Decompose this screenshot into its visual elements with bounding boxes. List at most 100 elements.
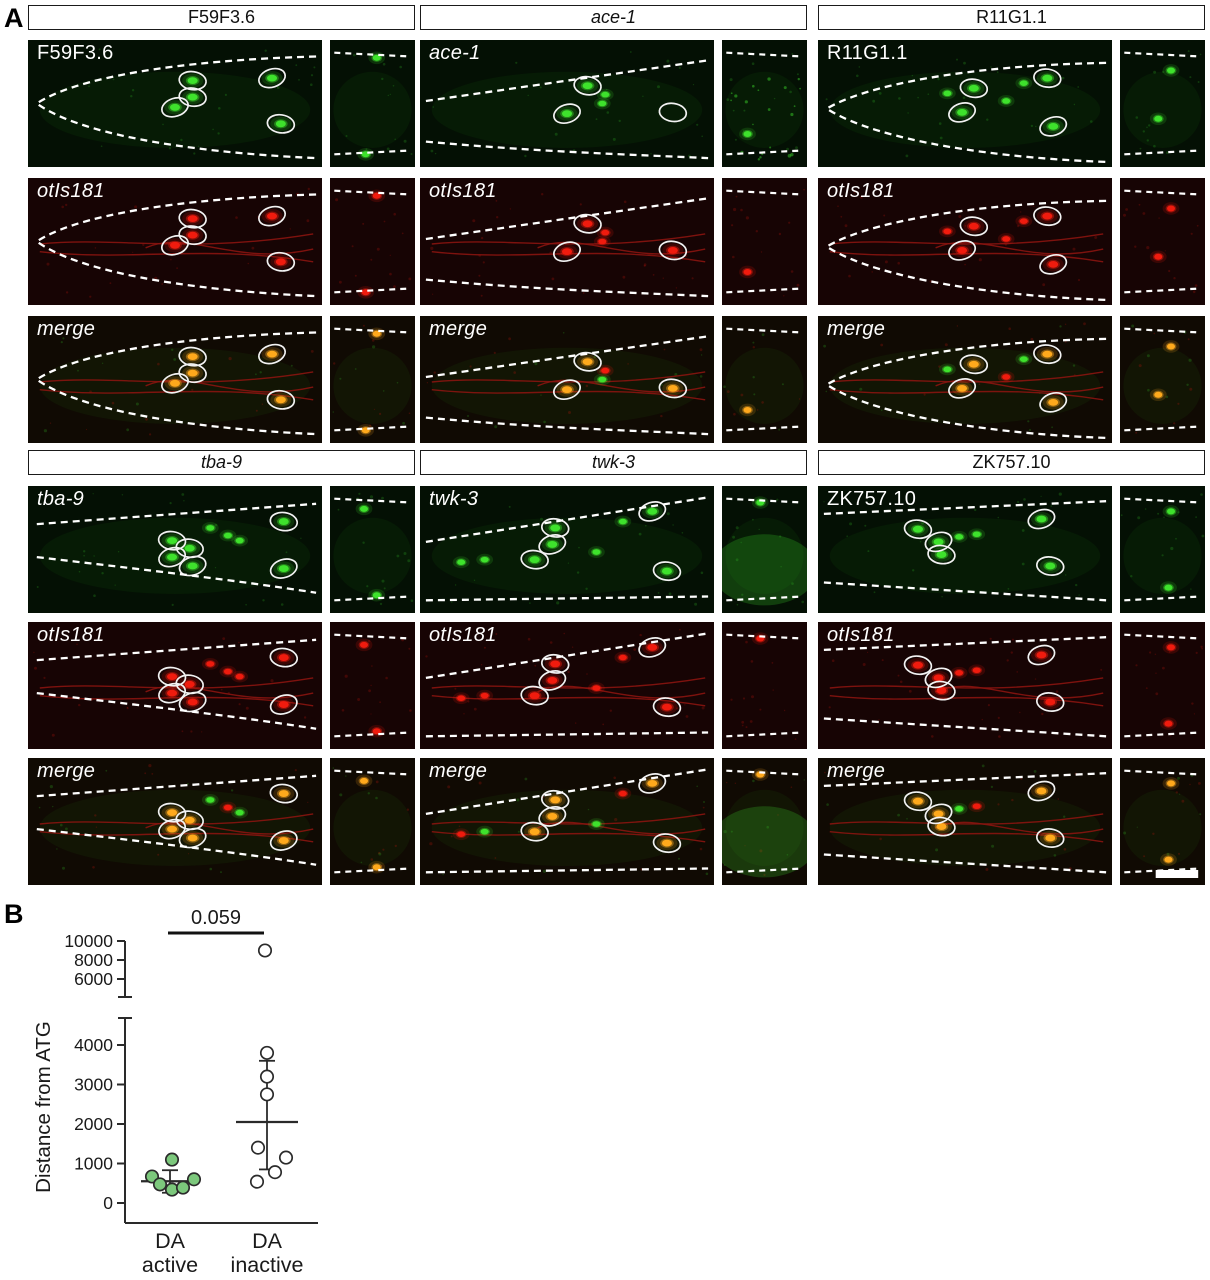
category-label: DA <box>155 1229 186 1253</box>
cell-annotation-ellipse <box>269 647 299 668</box>
micro-main-image: twk-3 <box>420 486 714 613</box>
worm-outline <box>425 140 709 160</box>
cell-annotation-ellipse <box>158 818 187 840</box>
worm-outline <box>1124 149 1201 156</box>
scale-bar <box>1155 870 1199 878</box>
micro-inset-image <box>722 178 807 305</box>
channel-label: ZK757.10 <box>827 488 917 510</box>
cell-annotation-ellipse <box>269 694 298 715</box>
cell-annotation-ellipse <box>903 791 933 812</box>
cell-annotation-ellipse <box>178 225 207 246</box>
channel-label: merge <box>429 318 488 340</box>
micro-image-art <box>420 622 714 749</box>
cell-annotation-ellipse <box>538 534 567 555</box>
worm-outline <box>425 416 709 436</box>
worm-outline <box>726 287 803 294</box>
micro-image-art <box>28 178 322 305</box>
panel-b-label: B <box>4 899 24 929</box>
micro-image-art <box>818 622 1112 749</box>
channel-label: otIs181 <box>827 180 895 202</box>
cell-annotation-ellipse <box>266 389 296 410</box>
micro-image-art <box>1120 178 1205 305</box>
cell-annotation-ellipse <box>266 251 296 272</box>
data-point-inactive <box>259 1087 275 1102</box>
micro-main-image: otIs181 <box>420 622 714 749</box>
micro-inset-image <box>722 758 807 885</box>
channel-label: otIs181 <box>429 624 497 646</box>
y-tick-label: 4000 <box>74 1035 113 1055</box>
micro-main-image: otIs181 <box>28 178 322 305</box>
micro-inset-image <box>1120 316 1205 443</box>
channel-label: merge <box>37 318 96 340</box>
micro-image-art <box>818 758 1112 885</box>
cell-annotation-ellipse <box>178 208 207 229</box>
micro-image-art <box>28 40 322 167</box>
channel-label: otIs181 <box>37 624 105 646</box>
cell-annotation-ellipse <box>258 205 287 227</box>
cell-annotation-ellipse <box>638 637 667 658</box>
micro-inset-image <box>722 40 807 167</box>
worm-outline <box>36 774 317 798</box>
cell-annotation-ellipse <box>948 102 977 123</box>
cell-annotation-ellipse <box>161 96 189 118</box>
data-point-inactive <box>267 1165 283 1180</box>
panel-a-label: A <box>4 3 24 33</box>
cell-annotation-ellipse <box>161 234 189 256</box>
channel-label: otIs181 <box>37 180 105 202</box>
significance-value: 0.059 <box>191 907 241 929</box>
channel-label: merge <box>827 318 886 340</box>
cell-annotation-ellipse <box>573 351 602 372</box>
micro-main-image: merge <box>420 758 714 885</box>
data-point-active <box>164 1152 180 1167</box>
worm-outline <box>1124 189 1201 196</box>
gene-header: tba-9 <box>28 450 415 475</box>
worm-outline <box>334 51 411 58</box>
micro-main-image: merge <box>818 758 1112 885</box>
y-axis-title: Distance from ATG <box>32 1021 55 1193</box>
cell-annotation-ellipse <box>158 682 187 704</box>
data-point-inactive <box>249 1174 265 1189</box>
cell-annotation-ellipse <box>959 354 989 375</box>
cell-annotation-ellipse <box>638 773 667 794</box>
worm-outline <box>1124 731 1201 738</box>
cell-annotation-ellipse <box>927 680 956 701</box>
gene-header: ace-1 <box>420 5 807 30</box>
micro-main-image: F59F3.6 <box>28 40 322 167</box>
cell-annotation-ellipse <box>903 519 933 540</box>
micro-image-art <box>28 486 322 613</box>
cell-annotation-ellipse <box>948 240 977 261</box>
micro-image-art <box>818 316 1112 443</box>
worm-outline <box>36 827 317 866</box>
cell-annotation-ellipse <box>658 102 688 123</box>
cell-annotation-ellipse <box>652 561 682 582</box>
micro-main-image: merge <box>28 316 322 443</box>
cell-annotation-ellipse <box>540 789 570 810</box>
cell-annotation-ellipse <box>959 78 989 99</box>
cell-annotation-ellipse <box>178 827 207 849</box>
channel-label: otIs181 <box>429 180 497 202</box>
data-point-inactive <box>259 1045 275 1060</box>
worm-outline <box>334 497 411 504</box>
micro-main-image: ace-1 <box>420 40 714 167</box>
cell-annotation-ellipse <box>1033 344 1062 365</box>
worm-outline <box>1124 769 1201 776</box>
cell-annotation-ellipse <box>652 833 682 854</box>
cell-annotation-ellipse <box>924 803 953 825</box>
micro-image-art <box>28 316 322 443</box>
y-tick-label: 1000 <box>74 1154 113 1174</box>
worm-outline <box>1124 595 1201 602</box>
y-tick-label: 0 <box>103 1193 113 1213</box>
gene-header: ZK757.10 <box>818 450 1205 475</box>
micro-image-art <box>330 178 415 305</box>
micro-inset-image <box>722 486 807 613</box>
micro-inset-image <box>1120 178 1205 305</box>
cell-annotation-ellipse <box>553 379 581 401</box>
cell-annotation-ellipse <box>258 343 287 365</box>
micro-image-art <box>722 40 807 167</box>
worm-outline <box>334 769 411 776</box>
cell-annotation-ellipse <box>927 544 956 565</box>
micro-image-art <box>1120 622 1205 749</box>
micro-inset-image <box>330 40 415 167</box>
cell-annotation-ellipse <box>1035 556 1065 576</box>
